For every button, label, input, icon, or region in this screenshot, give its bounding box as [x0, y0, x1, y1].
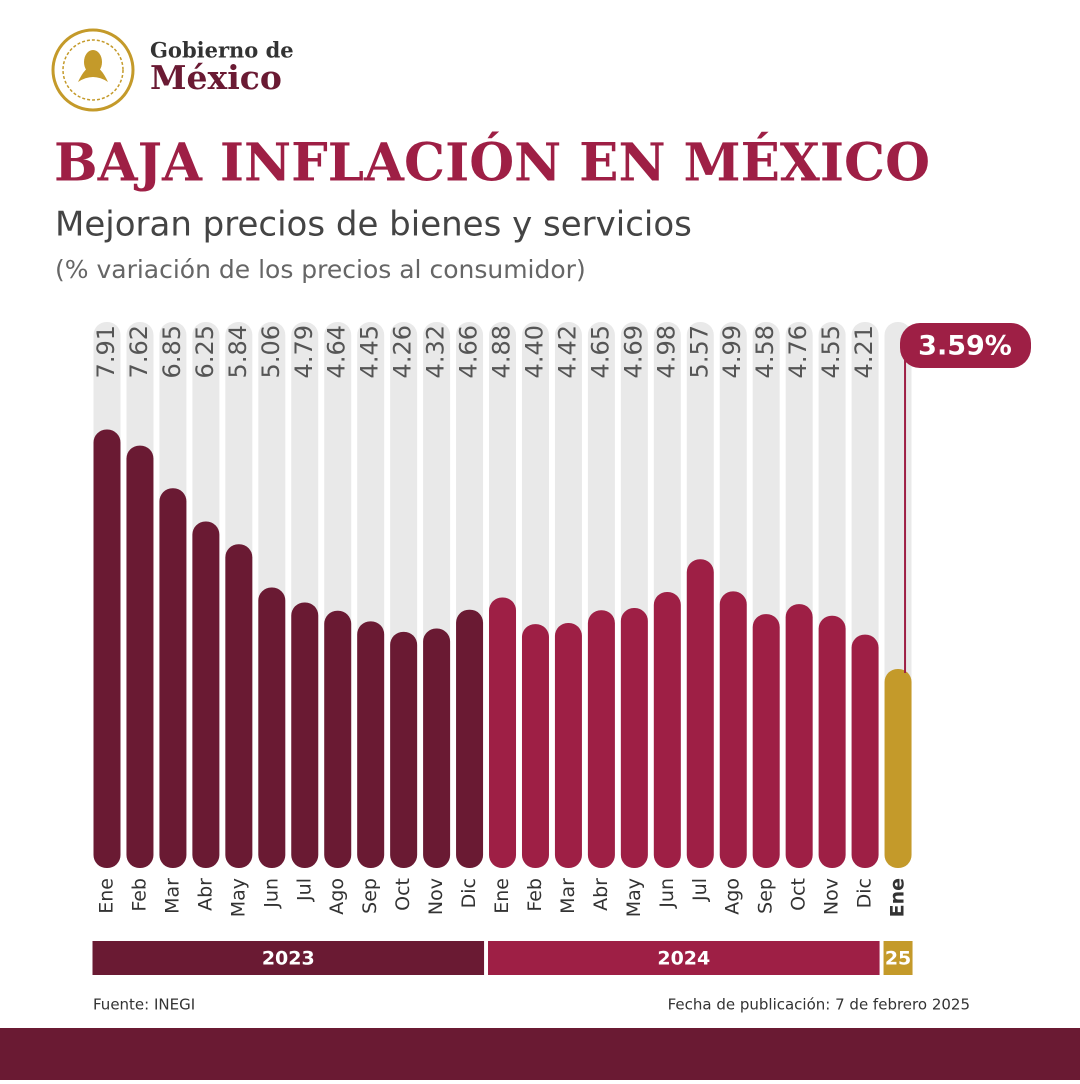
- bar: [456, 609, 484, 868]
- unit-note: (% variación de los precios al consumido…: [55, 255, 586, 284]
- year-label: 25: [885, 948, 911, 970]
- x-tick-label: May: [227, 878, 249, 917]
- x-tick-label: Mar: [161, 878, 183, 914]
- value-label: 4.65: [586, 325, 614, 378]
- value-label: 4.64: [323, 325, 351, 378]
- year-band: [488, 941, 880, 975]
- year-label: 2024: [657, 948, 710, 970]
- x-tick-label: Abr: [194, 878, 216, 911]
- value-label: 4.76: [784, 325, 812, 378]
- bar: [653, 591, 681, 868]
- published: Fecha de publicación: 7 de febrero 2025: [668, 996, 970, 1014]
- x-tick-label: May: [623, 878, 645, 917]
- bar: [126, 445, 154, 868]
- bar: [291, 602, 319, 868]
- x-tick-label: Oct: [392, 878, 414, 911]
- value-label: 4.21: [850, 325, 878, 378]
- value-label: 4.32: [422, 325, 450, 378]
- value-label: 6.85: [158, 325, 186, 378]
- brand-top: Gobierno de: [150, 38, 294, 63]
- bar: [851, 634, 879, 868]
- bar: [620, 608, 648, 868]
- x-tick-label: Oct: [788, 878, 810, 911]
- bar: [587, 610, 615, 868]
- value-label: 4.66: [455, 325, 483, 378]
- value-label: 6.25: [191, 325, 219, 378]
- value-label: 4.98: [652, 325, 680, 378]
- bar: [258, 587, 286, 868]
- bar: [554, 622, 582, 868]
- value-label: 4.42: [553, 325, 581, 378]
- chart-title: BAJA INFLACIÓN EN MÉXICO: [54, 132, 930, 194]
- bar: [686, 559, 714, 868]
- x-tick-label: Jun: [260, 878, 282, 909]
- bar: [357, 621, 385, 868]
- value-label: 7.91: [92, 325, 120, 378]
- year-label: 2023: [262, 948, 315, 970]
- x-tick-label: Jul: [689, 878, 711, 902]
- bar: [225, 544, 253, 868]
- bar: [752, 614, 780, 868]
- bar: [93, 429, 121, 868]
- value-label: 4.88: [488, 325, 516, 378]
- emblem: [51, 28, 135, 112]
- x-tick-label: Ago: [326, 878, 348, 915]
- x-tick-label: Dic: [854, 878, 876, 908]
- x-tick-label: Ene: [491, 878, 513, 914]
- value-label: 4.26: [389, 325, 417, 378]
- bar: [719, 591, 747, 868]
- x-tick-label: Ago: [722, 878, 744, 915]
- x-tick-label: Nov: [821, 878, 843, 915]
- x-tick-label: Jun: [656, 878, 678, 909]
- value-label: 7.62: [125, 325, 153, 378]
- plot: 7.91 Ene 7.62 Feb 6.85 Mar 6.25 Abr 5.84 May 5.06 J…: [92, 322, 1031, 975]
- x-tick-label: Feb: [128, 878, 150, 912]
- chart-subtitle: Mejoran precios de bienes y servicios: [55, 205, 692, 245]
- x-tick-label: Nov: [425, 878, 447, 915]
- value-label: 4.40: [520, 325, 548, 378]
- x-tick-label: Jul: [293, 878, 315, 902]
- value-label: 3.59%: [918, 331, 1012, 362]
- year-band: [883, 941, 913, 975]
- bar: [785, 604, 813, 868]
- bar: [884, 669, 912, 868]
- x-tick-label: Ene: [887, 878, 909, 917]
- callout-badge: [900, 323, 1031, 368]
- bar: [192, 521, 220, 868]
- x-tick-label: Feb: [524, 878, 546, 912]
- value-label: 4.79: [290, 325, 318, 378]
- value-label: 4.45: [356, 325, 384, 378]
- year-band: [92, 941, 485, 975]
- footer-bar: [0, 1028, 1080, 1080]
- value-label: 5.57: [685, 325, 713, 378]
- bar: [521, 624, 549, 868]
- x-tick-label: Abr: [590, 878, 612, 911]
- bar: [489, 597, 517, 868]
- bar: [324, 610, 352, 868]
- x-tick-label: Sep: [359, 878, 381, 914]
- value-label: 4.58: [751, 325, 779, 378]
- source: Fuente: INEGI: [93, 996, 195, 1014]
- value-label: 5.06: [257, 325, 285, 378]
- brand-bottom: México: [150, 58, 282, 97]
- x-tick-label: Mar: [557, 878, 579, 914]
- bar: [159, 488, 187, 868]
- value-label: 4.69: [619, 325, 647, 378]
- x-tick-label: Dic: [458, 878, 480, 908]
- bar: [423, 628, 451, 868]
- value-label: 5.84: [224, 325, 252, 378]
- bar: [390, 631, 418, 868]
- bar: [818, 615, 846, 868]
- x-tick-label: Sep: [755, 878, 777, 914]
- x-tick-label: Ene: [96, 878, 118, 914]
- value-label: 4.99: [718, 325, 746, 378]
- value-label: 4.55: [817, 325, 845, 378]
